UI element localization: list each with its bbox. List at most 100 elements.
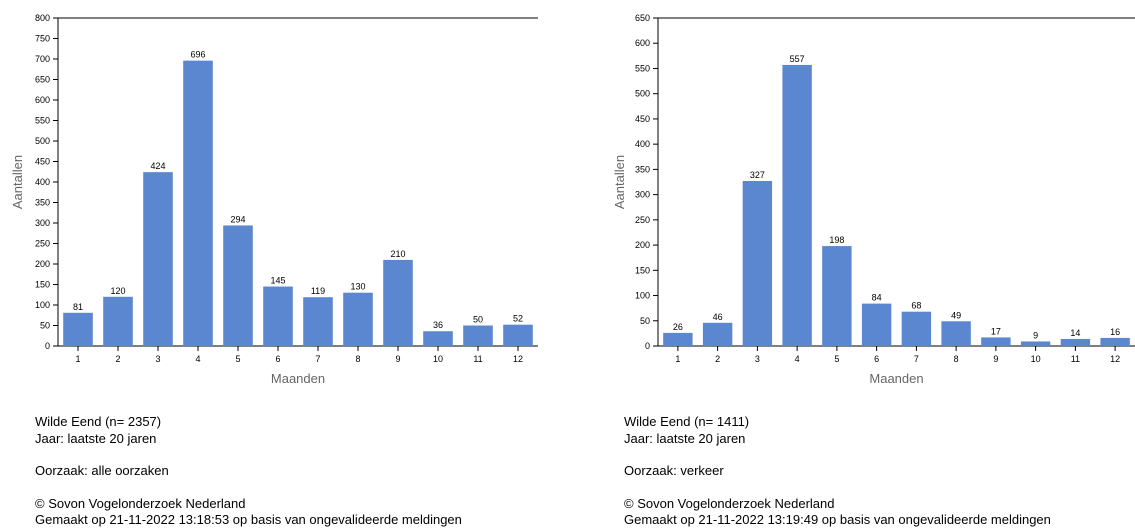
y-tick-label: 350	[635, 164, 650, 174]
bar-chart-all-causes: 0501001502002503003504004505005506006507…	[10, 13, 538, 386]
y-tick-label: 500	[35, 136, 50, 146]
y-tick-label: 600	[35, 95, 50, 105]
y-tick-label: 400	[635, 139, 650, 149]
year-caption: Jaar: laatste 20 jaren	[35, 431, 157, 446]
bar-month-11	[1060, 338, 1091, 346]
bar-month-5	[223, 225, 253, 346]
bar-month-8	[343, 292, 373, 346]
x-tick-label: 5	[834, 354, 839, 364]
y-tick-label: 50	[40, 321, 50, 331]
bar-month-9	[981, 337, 1011, 346]
bar-value-label: 294	[230, 214, 245, 224]
bar-value-label: 696	[190, 50, 205, 60]
bar-value-label: 210	[390, 249, 405, 259]
bar-month-2	[702, 322, 733, 346]
y-axis-title: Aantallen	[612, 155, 627, 209]
bar-month-4	[183, 60, 213, 346]
x-tick-label: 5	[235, 354, 240, 364]
y-tick-label: 750	[35, 34, 50, 44]
x-tick-label: 11	[1071, 354, 1080, 364]
y-tick-label: 550	[35, 116, 50, 126]
bar-month-1	[63, 312, 93, 346]
y-tick-label: 300	[35, 218, 50, 228]
y-tick-label: 250	[35, 239, 50, 249]
y-tick-label: 650	[35, 75, 50, 85]
bar-value-label: 16	[1110, 327, 1120, 337]
x-tick-label: 9	[395, 354, 400, 364]
bar-month-10	[423, 331, 453, 346]
bar-value-label: 9	[1033, 330, 1038, 340]
y-tick-label: 200	[35, 259, 50, 269]
y-tick-label: 350	[35, 198, 50, 208]
x-tick-label: 6	[275, 354, 280, 364]
bar-value-label: 52	[513, 314, 523, 324]
x-tick-label: 12	[1110, 354, 1120, 364]
bar-month-3	[742, 180, 773, 346]
bar-month-1	[663, 332, 693, 346]
bar-month-12	[1100, 337, 1130, 346]
generated-caption: Gemaakt op 21-11-2022 13:19:49 op basis …	[624, 512, 1051, 527]
bar-value-label: 120	[110, 286, 125, 296]
bar-chart-traffic: 0 50 100 150 200 250 300 350 400 450 500 550 600 650 2…	[612, 13, 1135, 386]
x-tick-label: 4	[795, 354, 800, 364]
bar-month-10	[1020, 341, 1051, 346]
y-tick-label: 400	[35, 177, 50, 187]
chart-panel-traffic: 0 50 100 150 200 250 300 350 400 450 500 550 600 650 2…	[600, 0, 1135, 531]
x-tick-label: 1	[675, 354, 680, 364]
y-tick-label: 200	[635, 240, 650, 250]
x-tick-label: 7	[315, 354, 320, 364]
y-tick-label: 650	[635, 13, 650, 23]
y-tick-label: 100	[635, 291, 650, 301]
x-axis-title: Maanden	[869, 371, 923, 386]
bar-month-11	[463, 325, 493, 346]
y-tick-label: 250	[635, 215, 650, 225]
bar-month-3	[143, 172, 173, 346]
bar-value-label: 119	[311, 286, 325, 296]
bar-value-label: 130	[350, 282, 365, 292]
x-tick-label: 8	[954, 354, 959, 364]
bar-value-label: 198	[829, 235, 844, 245]
x-tick-label: 10	[1031, 354, 1041, 364]
x-tick-label: 11	[473, 354, 482, 364]
y-tick-label: 150	[35, 280, 50, 290]
bar-value-label: 84	[872, 293, 882, 303]
bar-value-label: 49	[951, 310, 961, 320]
bar-value-label: 557	[790, 54, 805, 64]
x-tick-label: 10	[433, 354, 443, 364]
x-tick-label: 3	[755, 354, 760, 364]
y-tick-label: 450	[635, 114, 650, 124]
bar-month-6	[861, 303, 892, 346]
x-tick-label: 3	[155, 354, 160, 364]
y-tick-label: 150	[635, 265, 650, 275]
bar-month-7	[303, 297, 333, 346]
y-tick-label: 550	[635, 63, 650, 73]
bar-value-label: 14	[1070, 328, 1080, 338]
bar-month-8	[941, 321, 971, 346]
bar-value-label: 50	[473, 315, 483, 325]
x-tick-label: 2	[715, 354, 720, 364]
species-caption: Wilde Eend (n= 2357)	[35, 414, 162, 429]
y-axis-title: Aantallen	[10, 155, 25, 209]
y-tick-label: 800	[35, 13, 50, 23]
bar-month-12	[503, 324, 533, 346]
y-tick-label: 700	[35, 54, 50, 64]
y-tick-label: 500	[635, 89, 650, 99]
bar-value-label: 145	[270, 276, 285, 286]
x-tick-label: 9	[993, 354, 998, 364]
bar-month-2	[103, 296, 133, 346]
bar-month-9	[383, 259, 413, 346]
cause-caption: Oorzaak: alle oorzaken	[35, 463, 169, 478]
x-tick-label: 1	[75, 354, 80, 364]
y-tick-label: 450	[35, 157, 50, 167]
bar-value-label: 46	[713, 312, 723, 322]
x-tick-label: 8	[355, 354, 360, 364]
bar-value-label: 26	[673, 322, 683, 332]
copyright-caption: © Sovon Vogelonderzoek Nederland	[624, 496, 835, 511]
chart-panel-all-causes: 0 50 100 150 200 250 300 350 400 450 500 550 600 650 7…	[0, 0, 560, 531]
year-caption: Jaar: laatste 20 jaren	[624, 431, 746, 446]
x-tick-label: 7	[914, 354, 919, 364]
bar-value-label: 81	[73, 302, 83, 312]
x-tick-label: 12	[513, 354, 523, 364]
y-tick-label: 300	[635, 190, 650, 200]
x-tick-label: 6	[874, 354, 879, 364]
